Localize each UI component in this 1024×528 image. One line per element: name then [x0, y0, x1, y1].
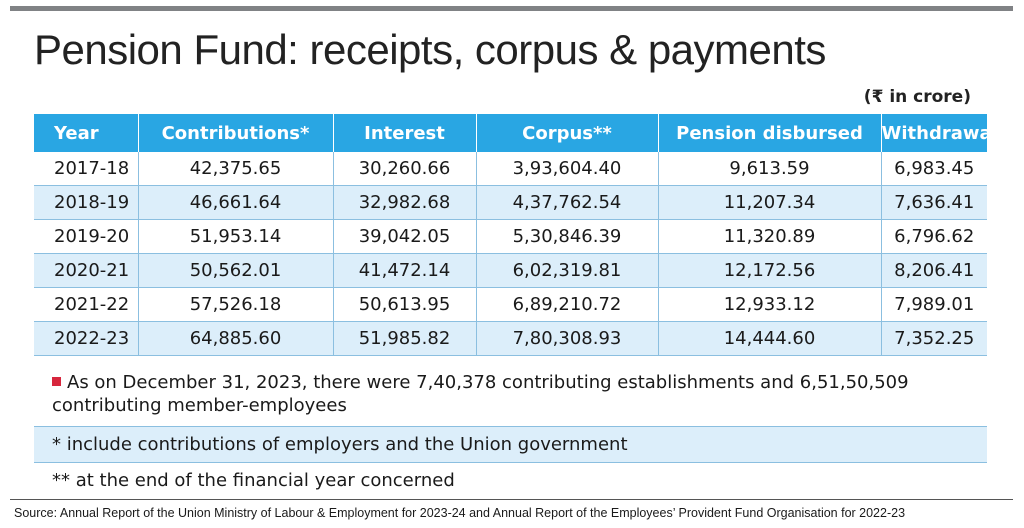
- square-bullet-icon: [52, 377, 61, 386]
- cell-withdrawal: 6,796.62: [880, 219, 987, 254]
- cell-contributions: 46,661.64: [137, 185, 333, 220]
- note-contributions: * include contributions of employers and…: [34, 427, 987, 463]
- cell-interest: 51,985.82: [332, 321, 476, 356]
- cell-corpus: 7,80,308.93: [475, 321, 658, 356]
- cell-contributions: 42,375.65: [137, 152, 333, 186]
- cell-pension-disbursed: 12,172.56: [657, 253, 881, 288]
- cell-interest: 41,472.14: [332, 253, 476, 288]
- table-row: 2022-23 64,885.60 51,985.82 7,80,308.93 …: [34, 321, 987, 356]
- cell-corpus: 3,93,604.40: [475, 152, 658, 186]
- cell-pension-disbursed: 9,613.59: [657, 152, 881, 186]
- cell-interest: 50,613.95: [332, 287, 476, 322]
- table-row: 2021-22 57,526.18 50,613.95 6,89,210.72 …: [34, 287, 987, 322]
- page-title: Pension Fund: receipts, corpus & payment…: [34, 26, 826, 73]
- cell-pension-disbursed: 11,320.89: [657, 219, 881, 254]
- data-table: Year Contributions* Interest Corpus** Pe…: [34, 114, 998, 356]
- column-header-withdrawal: Withdrawal: [880, 114, 998, 152]
- cell-contributions: 64,885.60: [137, 321, 333, 356]
- unit-note: (₹ in crore): [863, 87, 971, 107]
- source-line: Source: Annual Report of the Union Minis…: [14, 506, 906, 520]
- note-establishments: As on December 31, 2023, there were 7,40…: [34, 362, 987, 427]
- cell-contributions: 57,526.18: [137, 287, 333, 322]
- footnotes: As on December 31, 2023, there were 7,40…: [34, 362, 987, 499]
- note-text: As on December 31, 2023, there were 7,40…: [52, 372, 909, 416]
- cell-withdrawal: 8,206.41: [880, 253, 987, 288]
- cell-pension-disbursed: 11,207.34: [657, 185, 881, 220]
- cell-corpus: 6,89,210.72: [475, 287, 658, 322]
- cell-pension-disbursed: 14,444.60: [657, 321, 881, 356]
- cell-withdrawal: 6,983.45: [880, 152, 987, 186]
- cell-interest: 30,260.66: [332, 152, 476, 186]
- note-text: ** at the end of the financial year conc…: [52, 470, 455, 491]
- cell-contributions: 51,953.14: [137, 219, 333, 254]
- cell-corpus: 4,37,762.54: [475, 185, 658, 220]
- cell-pension-disbursed: 12,933.12: [657, 287, 881, 322]
- table-row: 2019-20 51,953.14 39,042.05 5,30,846.39 …: [34, 219, 987, 254]
- cell-year: 2019-20: [34, 219, 138, 254]
- cell-interest: 32,982.68: [332, 185, 476, 220]
- cell-corpus: 6,02,319.81: [475, 253, 658, 288]
- note-text: * include contributions of employers and…: [52, 434, 628, 455]
- cell-corpus: 5,30,846.39: [475, 219, 658, 254]
- column-header-pension-disbursed: Pension disbursed: [657, 114, 881, 152]
- cell-withdrawal: 7,636.41: [880, 185, 987, 220]
- note-corpus: ** at the end of the financial year conc…: [34, 463, 987, 499]
- column-header-contributions: Contributions*: [137, 114, 333, 152]
- cell-year: 2021-22: [34, 287, 138, 322]
- cell-withdrawal: 7,352.25: [880, 321, 987, 356]
- cell-interest: 39,042.05: [332, 219, 476, 254]
- cell-year: 2018-19: [34, 185, 138, 220]
- table-row: 2018-19 46,661.64 32,982.68 4,37,762.54 …: [34, 185, 987, 220]
- top-rule: [10, 6, 1013, 11]
- column-header-year: Year: [34, 114, 138, 152]
- cell-year: 2020-21: [34, 253, 138, 288]
- bottom-rule: [10, 499, 1013, 500]
- cell-year: 2022-23: [34, 321, 138, 356]
- cell-contributions: 50,562.01: [137, 253, 333, 288]
- table-row: 2020-21 50,562.01 41,472.14 6,02,319.81 …: [34, 253, 987, 288]
- column-header-corpus: Corpus**: [475, 114, 658, 152]
- cell-year: 2017-18: [34, 152, 138, 186]
- column-header-interest: Interest: [332, 114, 476, 152]
- table-row: 2017-18 42,375.65 30,260.66 3,93,604.40 …: [34, 152, 987, 186]
- table-header-row: Year Contributions* Interest Corpus** Pe…: [34, 114, 998, 152]
- cell-withdrawal: 7,989.01: [880, 287, 987, 322]
